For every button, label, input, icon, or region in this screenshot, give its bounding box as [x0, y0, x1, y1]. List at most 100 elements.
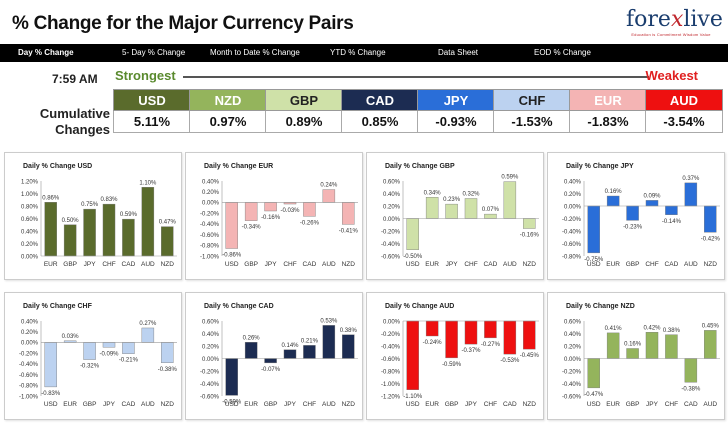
currency-name: CHF [493, 89, 571, 111]
data-label: 0.09% [643, 193, 661, 199]
bar-gbp [83, 342, 96, 360]
x-tick-label: CHF [303, 401, 316, 408]
data-label: 0.47% [159, 220, 177, 226]
nav-data-sheet[interactable]: Data Sheet [438, 48, 479, 57]
forexlive-logo[interactable]: forexlive Education is Commitment Wisdom… [626, 7, 723, 38]
cumulative-changes-label: Cumulative Changes [20, 106, 110, 138]
y-tick-label: 0.40% [564, 332, 582, 338]
bar-gbp [264, 358, 277, 364]
y-tick-label: -1.20% [381, 394, 401, 400]
nav-eod-change[interactable]: EOD % Change [534, 48, 591, 57]
x-tick-label: CAD [303, 261, 317, 268]
chart-title: Daily % Change CAD [204, 303, 274, 310]
y-tick-label: -0.40% [200, 222, 220, 228]
data-label: 0.24% [320, 183, 338, 189]
nav-mtd-change[interactable]: Month to Date % Change [210, 48, 300, 57]
x-tick-label: GBP [626, 261, 640, 268]
data-label: -0.47% [584, 392, 604, 398]
x-tick-label: USD [225, 261, 239, 268]
logo-part-x: x [670, 7, 684, 32]
x-tick-label: USD [406, 261, 420, 268]
bar-chf [645, 200, 659, 207]
x-tick-label: USD [406, 401, 420, 408]
y-tick-label: -1.00% [200, 254, 220, 260]
bar-cad [122, 218, 135, 257]
y-tick-label: 0.00% [202, 201, 220, 207]
nav-ytd-change[interactable]: YTD % Change [330, 48, 386, 57]
bar-chf [102, 203, 116, 257]
data-label: -0.37% [461, 348, 481, 354]
bar-chf [464, 198, 478, 219]
currency-name: NZD [189, 89, 267, 111]
y-tick-label: 0.00% [383, 319, 401, 325]
x-tick-label: CAD [484, 261, 498, 268]
bar-aud [141, 187, 155, 257]
y-tick-label: -0.20% [200, 369, 220, 375]
y-tick-label: 0.20% [564, 344, 582, 350]
data-label: -0.26% [300, 220, 320, 226]
data-label: -0.86% [222, 253, 242, 259]
y-tick-label: 0.60% [21, 217, 39, 223]
x-tick-label: CAD [665, 261, 679, 268]
bar-nzd [342, 334, 355, 359]
y-tick-label: -1.00% [19, 394, 39, 400]
data-label: -0.21% [119, 358, 139, 364]
bar-nzd [704, 205, 717, 233]
chart-title: Daily % Change JPY [566, 163, 634, 170]
x-tick-label: EUR [606, 401, 620, 408]
data-label: -0.45% [520, 353, 540, 359]
nav-day-change[interactable]: Day % Change [18, 48, 74, 57]
x-tick-label: EUR [244, 401, 258, 408]
data-label: 0.14% [281, 343, 299, 349]
y-tick-label: -0.20% [19, 351, 39, 357]
nav-5day-change[interactable]: 5- Day % Change [122, 48, 186, 57]
currency-cumulative-value: 5.11% [113, 111, 191, 133]
data-label: 0.26% [243, 335, 261, 341]
currency-name: EUR [569, 89, 647, 111]
data-label: -0.41% [339, 228, 359, 234]
y-tick-label: 0.00% [21, 254, 39, 260]
y-tick-label: 0.00% [21, 341, 39, 347]
chart-usd: Daily % Change USD 0.00% 0.20% 0.40% 0.60% 0.… [4, 152, 182, 280]
y-tick-label: -1.00% [381, 382, 401, 388]
data-label: -0.03% [280, 208, 300, 214]
y-tick-label: -0.40% [381, 344, 401, 350]
bar-aud [503, 181, 517, 219]
data-label: 0.45% [702, 323, 720, 329]
y-tick-label: -0.40% [562, 229, 582, 235]
currency-box-eur: EUR -1.83% [569, 89, 647, 135]
chart-nzd: Daily % Change NZD -0.60% -0.40% -0.20% 0.00… [547, 292, 725, 420]
bar-usd [406, 320, 419, 390]
currency-cumulative-value: -3.54% [645, 111, 723, 133]
y-tick-label: -0.40% [562, 382, 582, 388]
currency-name: JPY [417, 89, 495, 111]
data-label: 0.34% [424, 190, 442, 196]
y-tick-label: -0.60% [200, 233, 220, 239]
x-tick-label: CHF [645, 261, 658, 268]
x-tick-label: NZD [342, 261, 356, 268]
data-label: 0.32% [462, 192, 480, 198]
y-tick-label: -0.80% [19, 384, 39, 390]
x-tick-label: CAD [503, 401, 517, 408]
currency-name: AUD [645, 89, 723, 111]
data-label: -0.09% [99, 351, 119, 357]
data-label: 0.41% [605, 326, 623, 332]
bar-eur [44, 202, 57, 257]
logo-tagline: Education is Commitment Wisdom Value [631, 32, 711, 37]
bar-nzd [161, 342, 174, 363]
x-tick-label: NZD [523, 261, 537, 268]
bar-usd [225, 202, 238, 249]
y-tick-label: -0.40% [381, 242, 401, 248]
x-tick-label: NZD [704, 261, 718, 268]
currency-name: CAD [341, 89, 419, 111]
chart-title: Daily % Change USD [23, 163, 92, 170]
bar-eur [606, 195, 620, 207]
data-label: 0.75% [81, 202, 99, 208]
x-tick-label: EUR [606, 261, 620, 268]
x-tick-label: AUD [322, 401, 336, 408]
data-label: -0.14% [662, 219, 682, 225]
chart-title: Daily % Change EUR [204, 163, 273, 170]
data-label: -0.42% [701, 236, 721, 242]
data-label: 0.53% [320, 318, 338, 324]
x-tick-label: USD [587, 261, 601, 268]
